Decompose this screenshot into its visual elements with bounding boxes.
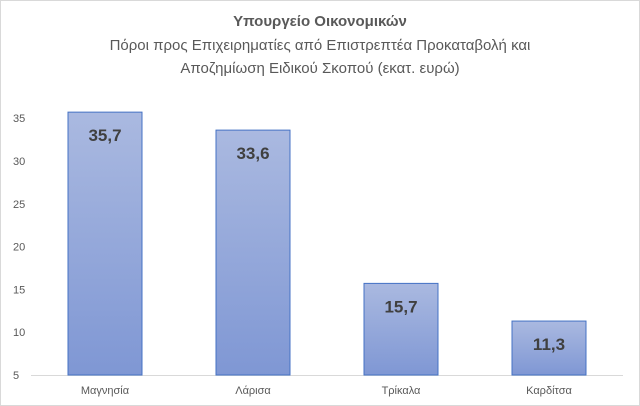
bar-data-label: 15,7 xyxy=(384,297,417,316)
bar xyxy=(215,129,291,376)
data-labels: 35,7 33,6 15,7 11,3 xyxy=(88,126,565,354)
y-tick-label: 25 xyxy=(13,199,25,211)
chart-title: Υπουργείο Οικονομικών xyxy=(233,13,407,30)
bar xyxy=(511,320,587,376)
bar-data-label: 35,7 xyxy=(88,126,121,145)
bar-data-label: 33,6 xyxy=(236,144,269,163)
y-axis-ticks: 5 10 15 20 25 30 35 xyxy=(13,113,25,382)
chart-subtitle-line-1: Πόροι προς Επιχειρηματίες από Επιστρεπτέ… xyxy=(109,37,531,54)
y-tick-label: 15 xyxy=(13,284,25,296)
category-label: Τρίκαλα xyxy=(382,385,421,397)
bar xyxy=(363,282,439,376)
y-tick-label: 20 xyxy=(13,242,25,254)
y-tick-label: 5 xyxy=(13,370,19,382)
bars xyxy=(67,111,587,376)
chart-subtitle-line-2: Αποζημίωση Ειδικού Σκοπού (εκατ. ευρώ) xyxy=(180,60,460,77)
y-tick-label: 30 xyxy=(13,156,25,168)
bar xyxy=(67,111,143,376)
y-tick-label: 10 xyxy=(13,327,25,339)
bar-data-label: 11,3 xyxy=(533,335,565,354)
category-labels: Μαγνησία Λάρισα Τρίκαλα Καρδίτσα xyxy=(81,385,573,397)
category-label: Λάρισα xyxy=(235,385,271,397)
category-label: Καρδίτσα xyxy=(526,385,572,397)
category-label: Μαγνησία xyxy=(81,385,130,397)
y-tick-label: 35 xyxy=(13,113,25,125)
